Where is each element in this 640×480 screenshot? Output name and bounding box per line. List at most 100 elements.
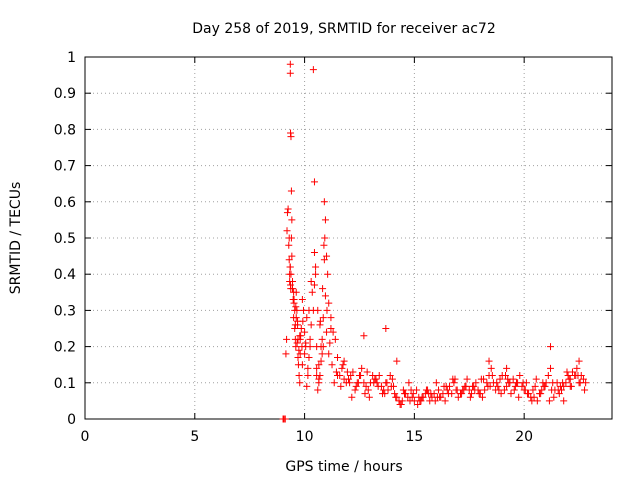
data-point <box>559 379 567 387</box>
data-point <box>286 263 294 271</box>
data-point <box>296 379 304 387</box>
data-point <box>515 393 523 401</box>
data-point <box>287 234 295 242</box>
data-point <box>301 328 309 336</box>
data-point <box>320 198 328 206</box>
data-point <box>323 328 331 336</box>
data-point <box>391 390 399 398</box>
data-point <box>284 205 292 213</box>
data-point <box>399 386 407 394</box>
data-point <box>539 379 547 387</box>
data-point <box>381 390 389 398</box>
data-point <box>287 187 295 195</box>
data-point <box>375 372 383 380</box>
data-point <box>286 69 294 77</box>
data-point <box>521 386 529 394</box>
data-point <box>312 263 320 271</box>
data-point <box>332 368 340 376</box>
data-point <box>291 321 299 329</box>
data-point <box>512 379 520 387</box>
data-point <box>506 379 514 387</box>
data-point <box>283 227 291 235</box>
data-point <box>529 386 537 394</box>
data-point <box>471 386 479 394</box>
data-point <box>290 288 298 296</box>
data-point <box>545 397 553 405</box>
data-point <box>487 364 495 372</box>
data-point <box>475 390 483 398</box>
data-point <box>305 353 313 361</box>
y-tick-label: 0.4 <box>54 267 76 283</box>
data-point <box>303 382 311 390</box>
chart-title: Day 258 of 2019, SRMTID for receiver ac7… <box>192 21 496 37</box>
data-point <box>538 386 546 394</box>
x-tick-label: 0 <box>81 429 90 445</box>
x-tick-label: 10 <box>296 429 314 445</box>
data-point <box>463 375 471 383</box>
y-tick-label: 0 <box>67 412 76 428</box>
data-point <box>315 375 323 383</box>
data-point <box>327 325 335 332</box>
data-point <box>318 350 326 358</box>
data-point <box>528 397 536 405</box>
y-tick-label: 0.9 <box>54 86 76 102</box>
data-point <box>290 296 298 304</box>
data-point <box>400 390 408 398</box>
data-point <box>486 382 494 390</box>
data-point <box>405 379 413 387</box>
data-point <box>321 216 329 224</box>
data-point <box>282 350 290 358</box>
data-point <box>372 375 380 383</box>
data-point <box>483 379 491 387</box>
data-point <box>289 277 297 285</box>
data-point <box>547 364 555 372</box>
data-point <box>304 364 312 372</box>
data-point <box>291 306 299 314</box>
data-point <box>323 252 331 260</box>
data-point <box>358 364 366 372</box>
data-point <box>325 299 333 307</box>
data-point <box>287 285 295 293</box>
data-point <box>320 241 328 249</box>
data-point <box>581 386 589 394</box>
data-point <box>331 335 339 343</box>
x-tick-label: 5 <box>190 429 199 445</box>
data-point <box>369 372 377 380</box>
data-point <box>288 252 296 260</box>
data-point <box>554 386 562 394</box>
data-point <box>510 386 518 394</box>
data-point <box>544 372 552 380</box>
x-tick-labels: 0 5 10 15 20 <box>81 429 534 445</box>
data-point <box>488 372 496 380</box>
data-point <box>516 372 524 380</box>
data-point <box>310 281 318 289</box>
data-point <box>312 270 320 278</box>
data-point <box>566 382 574 390</box>
data-point <box>365 393 373 401</box>
data-point <box>298 296 306 304</box>
data-point <box>466 393 474 401</box>
data-point <box>306 335 314 343</box>
data-point <box>323 306 331 314</box>
data-point <box>579 375 587 383</box>
data-point <box>286 60 294 68</box>
data-point <box>495 386 503 394</box>
data-point <box>329 328 337 336</box>
data-point <box>306 343 314 351</box>
data-point <box>460 386 468 394</box>
data-point <box>325 350 333 358</box>
data-point <box>330 379 338 387</box>
data-point <box>556 382 564 390</box>
data-point <box>294 353 302 361</box>
data-point <box>334 353 342 361</box>
data-point <box>441 397 449 405</box>
data-point <box>292 343 300 351</box>
data-point <box>563 368 571 376</box>
data-point <box>343 368 351 376</box>
data-point <box>283 209 291 217</box>
data-point <box>327 314 335 322</box>
data-point <box>503 382 511 390</box>
data-point <box>393 357 401 365</box>
data-point <box>309 306 317 314</box>
data-point <box>454 393 462 401</box>
